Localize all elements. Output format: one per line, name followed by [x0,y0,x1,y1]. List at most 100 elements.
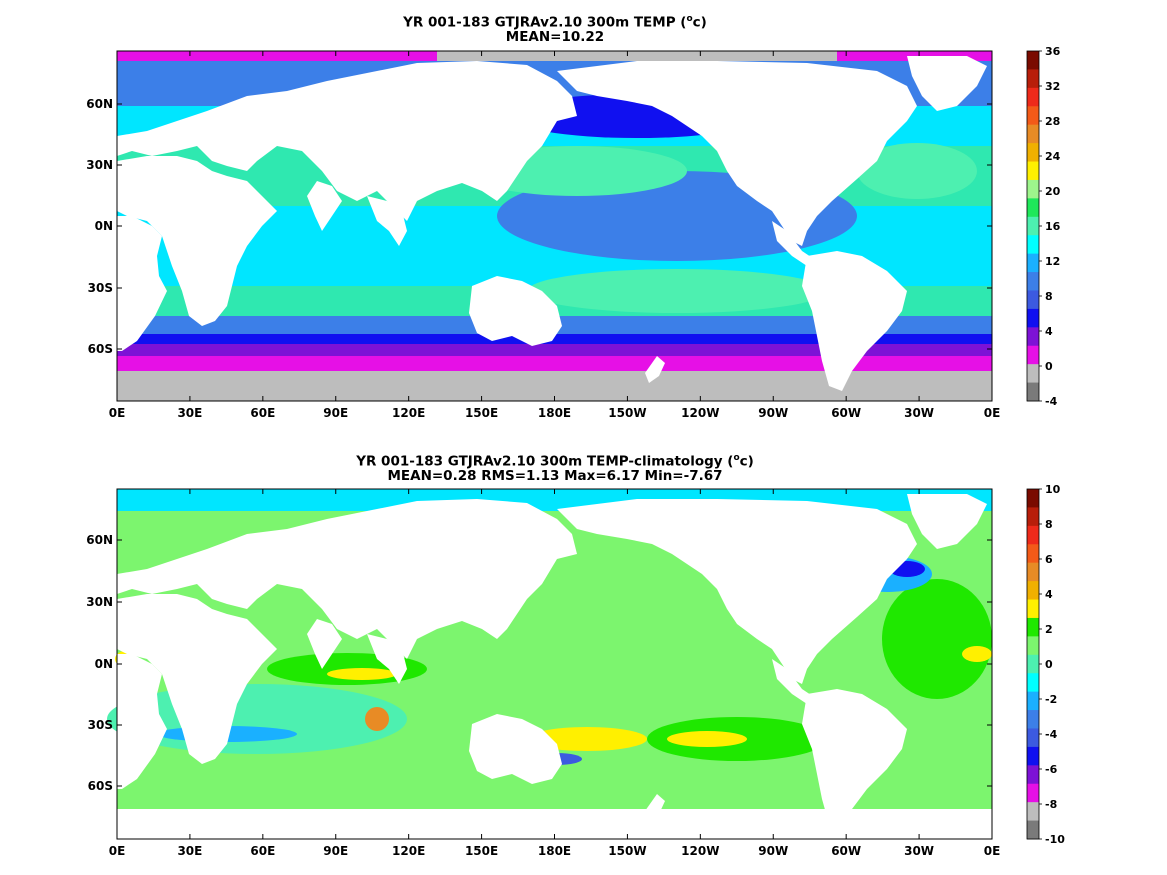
colorbar-swatch [1027,783,1039,803]
top-colorbar: 36 32 28 24 20 16 12 8 4 0 -4 [1026,45,1061,408]
lat-tick-label: 30S [88,718,113,732]
colorbar-swatch [1027,691,1039,711]
colorbar-tick-label: -4 [1045,728,1058,741]
colorbar-tick-label: -2 [1045,693,1057,706]
colorbar-swatch [1027,746,1039,766]
lon-tick-label: 60E [250,844,275,858]
lon-tick-label: 0E [109,406,126,420]
colorbar-tick-label: 36 [1045,45,1061,58]
colorbar-swatch [1027,382,1039,402]
colorbar-swatch [1027,673,1039,693]
lon-tick-label: 120W [681,844,719,858]
colorbar-swatch [1027,143,1039,163]
colorbar-swatch [1027,507,1039,527]
lon-tick-label: 0E [109,844,126,858]
colorbar-tick-label: 4 [1045,588,1053,601]
lon-tick-label: 30E [177,844,202,858]
colorbar-swatch [1027,636,1039,656]
colorbar-swatch [1027,599,1039,619]
bottom-colorbar: 10 8 6 4 2 0 -2 -4 -6 -8 -10 [1026,483,1065,846]
lat-tick-label: 0N [95,657,113,671]
colorbar-tick-label: 8 [1045,290,1053,303]
lon-tick-label: 60E [250,406,275,420]
colorbar-tick-label: -6 [1045,763,1058,776]
lon-tick-label: 60W [831,406,861,420]
colorbar-swatch [1027,765,1039,785]
lon-tick-label: 90W [758,406,788,420]
colorbar-tick-label: 6 [1045,553,1053,566]
colorbar-swatch [1027,51,1039,70]
colorbar-swatch [1027,489,1039,508]
colorbar-swatch [1027,345,1039,365]
colorbar-swatch [1027,525,1039,545]
colorbar-swatch [1027,802,1039,822]
colorbar-swatch [1027,290,1039,310]
lat-tick-label: 30N [86,158,113,172]
colorbar-swatch [1027,198,1039,218]
lon-tick-label: 120E [392,406,425,420]
lat-tick-label: 60S [88,779,113,793]
lat-tick-label: 0N [95,219,113,233]
colorbar-swatch [1027,87,1039,107]
colorbar-swatch [1027,253,1039,273]
colorbar-tick-label: 28 [1045,115,1060,128]
colorbar-tick-label: 2 [1045,623,1053,636]
colorbar-swatch [1027,124,1039,144]
lon-tick-label: 180E [538,406,571,420]
colorbar-swatch [1027,562,1039,582]
lon-tick-label: 30E [177,406,202,420]
colorbar-tick-label: 32 [1045,80,1060,93]
lon-tick-label: 120E [392,844,425,858]
colorbar-tick-label: 0 [1045,360,1053,373]
colorbar-tick-label: 16 [1045,220,1061,233]
colorbar-swatch [1027,106,1039,126]
lon-tick-label: 150E [465,844,498,858]
top-map-lon-axis: 0E 30E 60E 90E 120E 150E 180E 150W 120W 90W 60W 30W… [109,51,1001,420]
colorbar-tick-label: 8 [1045,518,1053,531]
colorbar-tick-label: 4 [1045,325,1053,338]
colorbar-swatch [1027,216,1039,236]
lon-tick-label: 150W [608,406,646,420]
lat-tick-label: 30S [88,281,113,295]
lon-tick-label: 90E [323,844,348,858]
colorbar-swatch [1027,272,1039,291]
colorbar-swatch [1027,617,1039,637]
colorbar-tick-label: -8 [1045,798,1057,811]
top-map-subtitle: MEAN=10.22 [505,29,605,45]
colorbar-swatch [1027,820,1039,840]
lat-tick-label: 60N [86,97,113,111]
lon-tick-label: 90E [323,406,348,420]
lon-tick-label: 150E [465,406,498,420]
lon-tick-label: 150W [608,844,646,858]
lon-tick-label: 30W [904,406,934,420]
colorbar-tick-label: 12 [1045,255,1060,268]
colorbar-swatch [1027,161,1039,181]
lon-tick-label: 30W [904,844,934,858]
lat-tick-label: 60N [86,533,113,547]
colorbar-tick-label: -4 [1045,395,1058,408]
bottom-map-subtitle: MEAN=0.28 RMS=1.13 Max=6.17 Min=-7.67 [387,468,723,484]
colorbar-swatch [1027,308,1039,328]
colorbar-swatch [1027,654,1039,674]
lon-tick-label: 120W [681,406,719,420]
lon-tick-label: 180E [538,844,571,858]
lat-tick-label: 60S [88,342,113,356]
colorbar-tick-label: 20 [1045,185,1061,198]
colorbar-tick-label: 0 [1045,658,1053,671]
bottom-map-lat-axis: 60N 30N 0N 30S 60S [86,533,992,793]
colorbar-swatch [1027,710,1039,729]
lon-tick-label: 0E [984,844,1001,858]
colorbar-swatch [1027,235,1039,255]
lon-tick-label: 0E [984,406,1001,420]
bottom-map-title: YR 001-183 GTJRAv2.10 300m TEMP-climatol… [356,453,754,470]
top-map-lat-axis: 60N 30N 0N 30S 60S [86,97,992,356]
colorbar-swatch [1027,364,1039,384]
colorbar-swatch [1027,327,1039,347]
colorbar-tick-label: 10 [1045,483,1061,496]
lon-tick-label: 90W [758,844,788,858]
top-map-title: YR 001-183 GTJRAv2.10 300m TEMP (oc) [403,14,707,31]
colorbar-swatch [1027,728,1039,748]
lon-tick-label: 60W [831,844,861,858]
colorbar-tick-label: -10 [1045,833,1065,846]
top-map [116,50,993,402]
